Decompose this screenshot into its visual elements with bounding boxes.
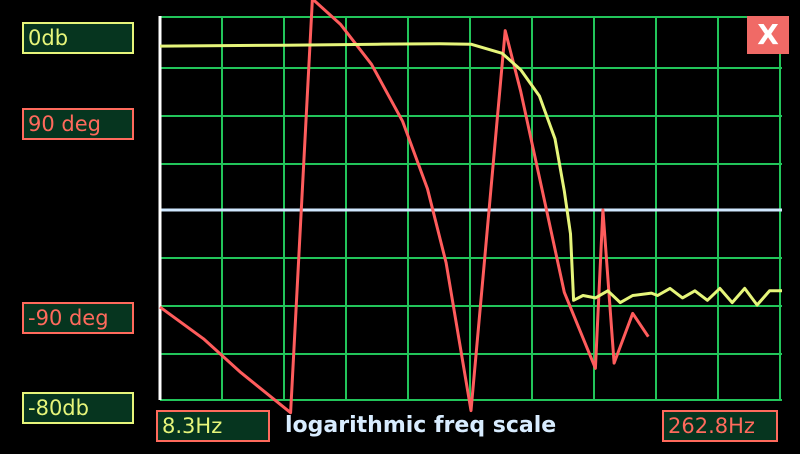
freq-start-label: 8.3Hz [156,410,270,442]
phase-trace [159,0,650,415]
gain-min-label: -80db [22,392,134,424]
gain-max-label: 0db [22,22,134,54]
freq-end-label: 262.8Hz [662,410,778,442]
phase-max-label: 90 deg [22,108,134,140]
plot-grid [160,16,782,401]
close-button[interactable]: X [747,16,789,54]
scale-note: logarithmic freq scale [285,413,557,438]
phase-min-label: -90 deg [22,302,134,334]
gain-trace [159,42,782,307]
